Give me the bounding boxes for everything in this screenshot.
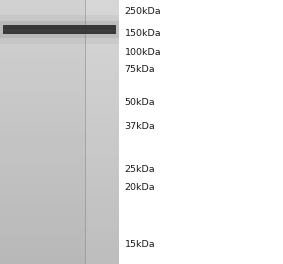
Bar: [3, 30, 116, 31]
Text: 250kDa: 250kDa: [125, 7, 161, 16]
Text: 75kDa: 75kDa: [125, 65, 155, 74]
Bar: [0, 15, 119, 44]
Text: 25kDa: 25kDa: [125, 165, 155, 174]
Text: 15kDa: 15kDa: [125, 241, 155, 249]
Text: 20kDa: 20kDa: [125, 183, 155, 192]
Text: 100kDa: 100kDa: [125, 48, 161, 57]
Bar: [0, 21, 119, 38]
Bar: [3, 25, 116, 34]
Text: 37kDa: 37kDa: [125, 122, 155, 131]
Text: 150kDa: 150kDa: [125, 29, 161, 37]
Text: 50kDa: 50kDa: [125, 98, 155, 107]
